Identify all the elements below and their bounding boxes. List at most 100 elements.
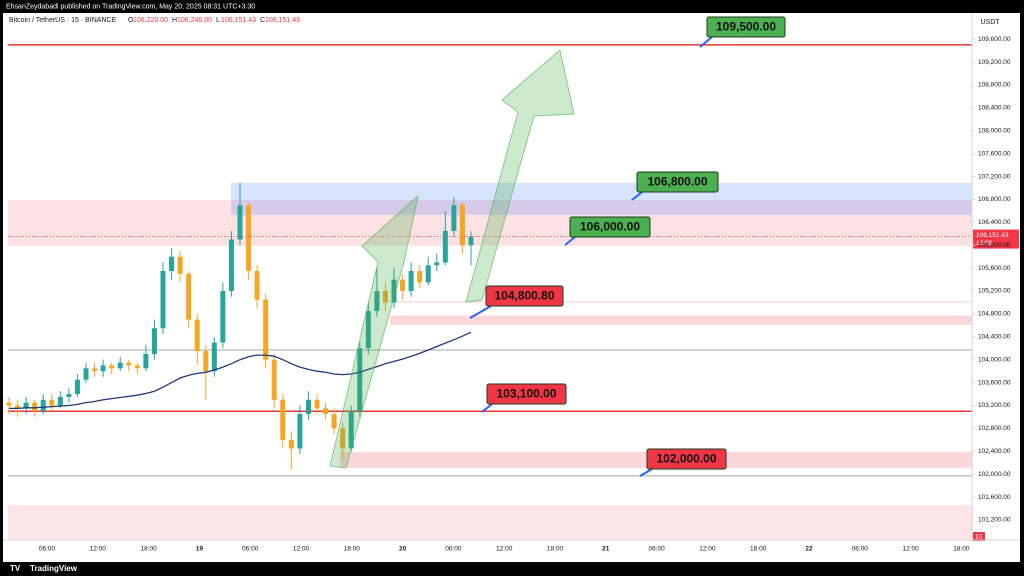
last-price-label: 106,151.43 bbox=[976, 232, 1009, 239]
candle-body bbox=[237, 205, 243, 240]
callout-box bbox=[486, 383, 567, 405]
candle-body bbox=[254, 270, 260, 300]
x-tick-label: 20 bbox=[399, 546, 407, 553]
y-tick-label: 108,800.00 bbox=[978, 82, 1011, 89]
candle-body bbox=[92, 368, 98, 372]
brand: TradingView bbox=[30, 564, 78, 573]
x-tick-label: 18:00 bbox=[140, 546, 157, 553]
candle-body bbox=[314, 399, 320, 409]
callout-pointer bbox=[639, 468, 653, 477]
candle-body bbox=[246, 205, 252, 271]
y-tick-label: 106,800.00 bbox=[978, 196, 1011, 203]
symbol: Bitcoin / TetherUS · 15 · BINANCE bbox=[9, 17, 117, 24]
candle-body bbox=[143, 353, 149, 369]
x-tick-label: 12:00 bbox=[699, 546, 716, 553]
candle-body bbox=[434, 262, 440, 266]
countdown: 13:05 bbox=[976, 240, 993, 247]
callout-pointer bbox=[469, 305, 492, 319]
candle-body bbox=[57, 396, 63, 406]
arrow-up bbox=[329, 194, 419, 469]
candle-body bbox=[459, 205, 465, 246]
candle-body bbox=[297, 414, 303, 449]
candle-body bbox=[66, 394, 72, 397]
callout-pointer bbox=[564, 236, 576, 246]
ohlc-value: 106,220.00 bbox=[133, 17, 168, 24]
x-tick-label: 18:00 bbox=[547, 546, 564, 553]
candle-body bbox=[365, 311, 371, 349]
ohlc-key: C bbox=[260, 17, 265, 24]
candle-body bbox=[340, 428, 346, 449]
x-tick-label: 21 bbox=[602, 546, 610, 553]
y-tick-label: 109,200.00 bbox=[978, 59, 1011, 66]
y-tick-label: 102,800.00 bbox=[978, 425, 1011, 432]
y-tick-label: 107,200.00 bbox=[978, 173, 1011, 180]
candle-body bbox=[451, 205, 457, 231]
candle-body bbox=[271, 359, 277, 400]
callout-label: 106,000.00 bbox=[580, 220, 640, 234]
y-tick-label: 104,000.00 bbox=[978, 356, 1011, 363]
y-tick-label: 107,600.00 bbox=[978, 150, 1011, 157]
candle-body bbox=[49, 399, 55, 406]
candle-body bbox=[15, 405, 21, 409]
x-tick-label: 06:00 bbox=[242, 546, 259, 553]
candle-body bbox=[400, 279, 406, 292]
ohlc-key: L bbox=[216, 17, 220, 24]
callout-box bbox=[636, 171, 719, 193]
candle-body bbox=[126, 362, 132, 366]
x-tick-label: 22 bbox=[805, 546, 813, 553]
candle-body bbox=[194, 319, 200, 352]
candle-body bbox=[32, 402, 38, 412]
y-tick-label: 105,600.00 bbox=[978, 265, 1011, 272]
candle-body bbox=[331, 414, 337, 429]
candle-body bbox=[442, 230, 448, 263]
x-tick-label: 12:00 bbox=[902, 546, 919, 553]
zone bbox=[231, 182, 972, 215]
candle-body bbox=[74, 379, 80, 395]
candle-body bbox=[203, 351, 209, 372]
logo: TV bbox=[10, 564, 21, 573]
candle-body bbox=[468, 236, 474, 246]
callout-pointer bbox=[631, 191, 643, 201]
y-tick-label: 103,600.00 bbox=[978, 379, 1011, 386]
candle-body bbox=[391, 279, 397, 303]
candle-body bbox=[357, 348, 363, 412]
callout-box bbox=[569, 216, 651, 238]
y-tick-label: 104,400.00 bbox=[978, 334, 1011, 341]
x-tick-label: 06:00 bbox=[648, 546, 665, 553]
candle-body bbox=[228, 239, 234, 292]
zone bbox=[8, 200, 972, 246]
candle-body bbox=[382, 291, 388, 303]
volume-label: 10 bbox=[975, 534, 983, 541]
x-tick-label: 12:00 bbox=[293, 546, 310, 553]
x-tick-label: 18:00 bbox=[750, 546, 767, 553]
candle-body bbox=[323, 408, 329, 415]
y-tick-label: 102,000.00 bbox=[978, 471, 1011, 478]
ohlc-value: 106,151.43 bbox=[221, 17, 256, 24]
x-tick-label: 06:00 bbox=[445, 546, 462, 553]
candle-body bbox=[177, 256, 183, 274]
candle-body bbox=[425, 265, 431, 283]
candle-body bbox=[417, 270, 423, 283]
y-tick-label: 106,400.00 bbox=[978, 219, 1011, 226]
candle-body bbox=[263, 299, 269, 360]
candle-body bbox=[211, 342, 217, 372]
ohlc-key: O bbox=[128, 17, 134, 24]
x-tick-label: 18:00 bbox=[953, 546, 970, 553]
ohlc-value: 106,151.43 bbox=[265, 17, 300, 24]
x-tick-label: 12:00 bbox=[496, 546, 513, 553]
candle-body bbox=[134, 365, 140, 369]
callout-label: 106,800.00 bbox=[647, 175, 707, 189]
y-tick-label: 105,200.00 bbox=[978, 288, 1011, 295]
y-tick-label: 101,600.00 bbox=[978, 494, 1011, 501]
candle-body bbox=[220, 291, 226, 343]
candle-body bbox=[6, 402, 12, 406]
y-tick-label: 104,800.00 bbox=[978, 311, 1011, 318]
candle-body bbox=[186, 273, 192, 320]
candle-body bbox=[83, 368, 89, 380]
currency: USDT bbox=[980, 19, 1000, 26]
x-tick-label: 12:00 bbox=[90, 546, 107, 553]
zone bbox=[390, 315, 972, 325]
